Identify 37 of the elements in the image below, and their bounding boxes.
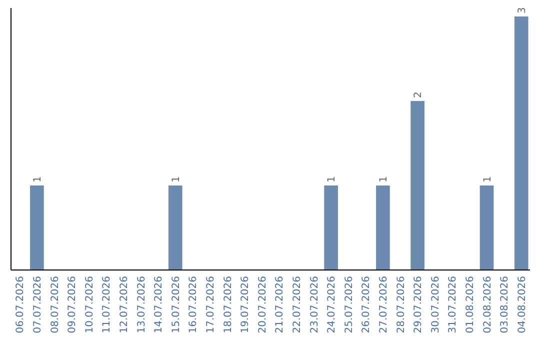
x-tick-label: 20.07.2026 [257, 276, 268, 334]
data-label: 3 [516, 7, 528, 14]
x-tick-label: 23.07.2026 [309, 276, 320, 334]
x-tick-label: 22.07.2026 [292, 276, 303, 334]
data-label: 1 [170, 176, 182, 182]
x-tick-label: 30.07.2026 [430, 276, 442, 334]
x-tick-label: 29.07.2026 [413, 276, 424, 334]
x-tick-label: 01.08.2026 [464, 276, 476, 334]
x-tick-label: 07.07.2026 [32, 276, 44, 334]
x-tick-label: 12.07.2026 [118, 276, 130, 334]
data-label: 1 [482, 176, 494, 182]
data-label: 1 [378, 176, 390, 182]
x-tick-label: 03.08.2026 [500, 276, 511, 334]
x-tick-label: 31.07.2026 [448, 276, 459, 334]
x-tick-label: 04.08.2026 [516, 276, 528, 334]
x-tick-label: 10.07.2026 [84, 276, 96, 334]
x-tick-label: 02.08.2026 [482, 276, 494, 334]
x-tick-label: 14.07.2026 [154, 276, 165, 334]
x-tick-label: 08.07.2026 [50, 276, 61, 334]
x-tick-label: 06.07.2026 [15, 276, 26, 334]
x-tick-label: 11.07.2026 [102, 276, 113, 334]
data-label: 1 [326, 176, 338, 182]
data-label: 1 [32, 176, 44, 182]
x-tick-label: 28.07.2026 [396, 276, 407, 334]
data-label: 2 [413, 92, 424, 98]
x-tick-label: 24.07.2026 [326, 276, 338, 334]
x-tick-label: 16.07.2026 [188, 276, 200, 334]
x-tick-label: 26.07.2026 [361, 276, 372, 334]
x-tick-label: 25.07.2026 [344, 276, 355, 334]
x-tick-label: 18.07.2026 [222, 276, 234, 334]
x-tick-label: 15.07.2026 [170, 276, 182, 334]
x-tick-label: 21.07.2026 [274, 276, 286, 334]
x-tick-label: 13.07.2026 [136, 276, 148, 334]
x-tick-label: 17.07.2026 [205, 276, 216, 334]
x-tick-label: 09.07.2026 [67, 276, 78, 334]
x-tick-label: 27.07.2026 [378, 276, 390, 334]
x-tick-label: 19.07.2026 [240, 276, 252, 334]
